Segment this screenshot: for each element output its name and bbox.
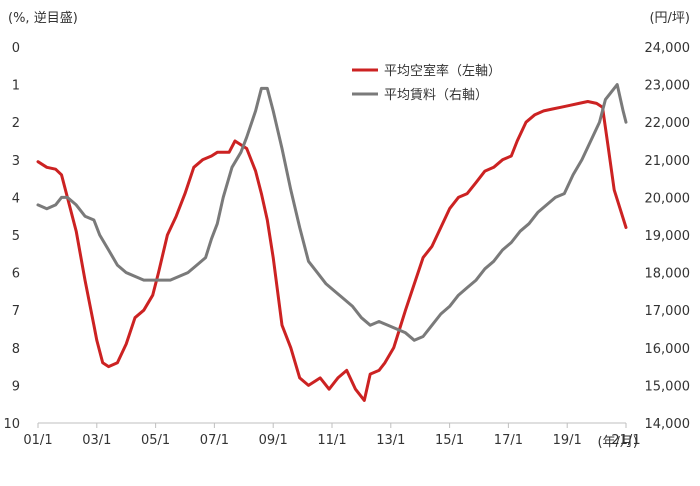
left-tick-label: 0 xyxy=(12,41,20,56)
left-tick-label: 7 xyxy=(12,304,20,319)
right-tick-label: 21,000 xyxy=(645,154,691,169)
series-layer xyxy=(36,83,628,402)
right-tick-label: 15,000 xyxy=(645,379,691,394)
left-tick-label: 9 xyxy=(12,379,20,394)
left-tick-label: 8 xyxy=(12,342,20,357)
right-tick-label: 24,000 xyxy=(645,41,691,56)
left-tick-label: 2 xyxy=(12,116,20,131)
vacancy-rate-line xyxy=(36,100,628,402)
x-tick-label: 21/1 xyxy=(611,433,640,448)
right-tick-label: 17,000 xyxy=(645,304,691,319)
right-tick-label: 19,000 xyxy=(645,229,691,244)
x-tick-label: 03/1 xyxy=(82,433,111,448)
right-tick-label: 20,000 xyxy=(645,191,691,206)
left-tick-label: 10 xyxy=(3,417,20,432)
left-axis-tick-labels: 0 1 2 3 4 5 6 7 8 9 10 xyxy=(3,41,20,432)
x-tick-label: 11/1 xyxy=(317,433,346,448)
x-tick-label: 09/1 xyxy=(259,433,288,448)
x-tick-label: 19/1 xyxy=(553,433,582,448)
right-tick-label: 14,000 xyxy=(645,417,691,432)
left-axis-unit: (%, 逆目盛) xyxy=(8,10,78,26)
right-tick-label: 18,000 xyxy=(645,267,691,282)
x-tick-label: 01/1 xyxy=(23,433,52,448)
x-axis-tick-labels: 01/1 03/1 05/1 07/1 09/1 11/1 13/1 15/1 17/1 19/1… xyxy=(23,433,640,448)
x-axis-tick-marks xyxy=(37,423,627,428)
left-tick-label: 5 xyxy=(12,229,20,244)
left-tick-label: 6 xyxy=(12,267,20,282)
legend-label: 平均賃料（右軸） xyxy=(384,88,488,103)
x-tick-label: 07/1 xyxy=(200,433,229,448)
left-tick-label: 3 xyxy=(12,154,20,169)
left-tick-label: 1 xyxy=(12,79,20,94)
legend: 平均空室率（左軸） 平均賃料（右軸） xyxy=(352,63,501,103)
x-tick-label: 05/1 xyxy=(141,433,170,448)
right-axis-unit: (円/坪) xyxy=(649,11,690,26)
left-tick-label: 4 xyxy=(12,191,20,206)
legend-label: 平均空室率（左軸） xyxy=(384,63,501,79)
right-axis-tick-labels: 24,000 23,000 22,000 21,000 20,000 19,000 18,0… xyxy=(645,41,691,432)
x-tick-label: 17/1 xyxy=(494,433,523,448)
x-axis-unit: (年/月) xyxy=(597,435,638,450)
right-tick-label: 16,000 xyxy=(645,342,691,357)
right-tick-label: 23,000 xyxy=(645,79,691,94)
average-rent-line xyxy=(36,83,628,342)
x-tick-label: 13/1 xyxy=(376,433,405,448)
x-tick-label: 15/1 xyxy=(435,433,464,448)
right-tick-label: 22,000 xyxy=(645,116,691,131)
